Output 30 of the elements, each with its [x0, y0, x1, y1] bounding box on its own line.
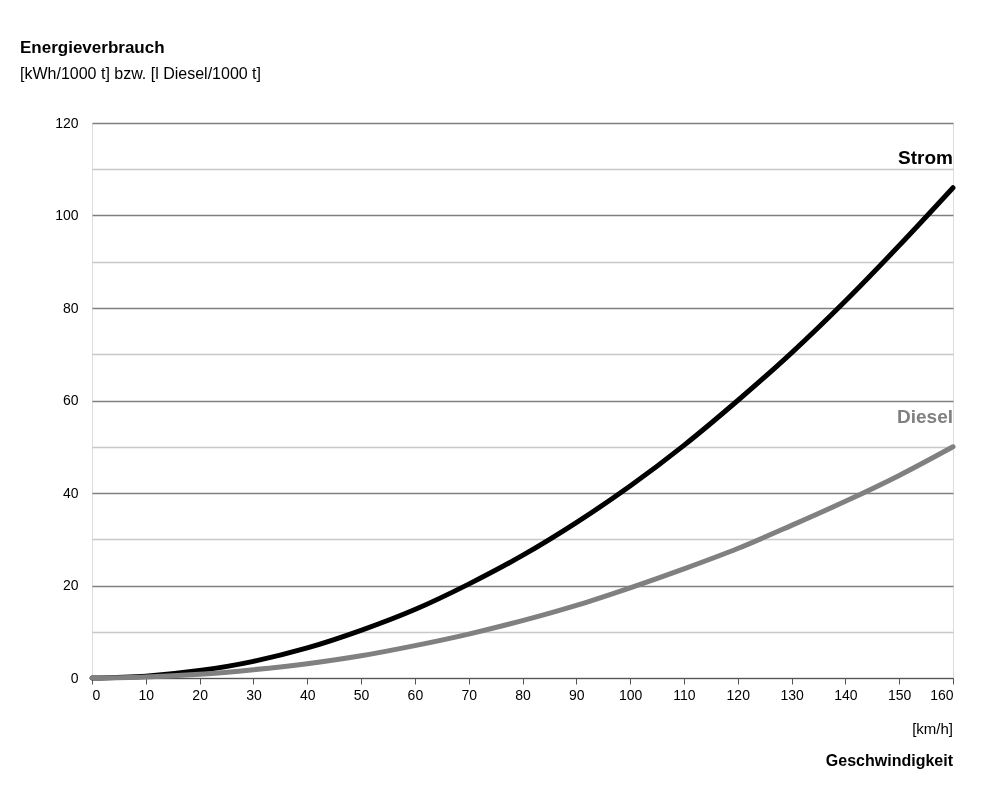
y-tick-label: 40 [62, 484, 79, 501]
x-tick-label: 80 [515, 686, 531, 703]
y-tick-label: 0 [70, 669, 79, 686]
x-tick-label: 60 [407, 686, 424, 703]
x-tick-label: 20 [192, 686, 209, 703]
x-tick-label: 0 [92, 686, 101, 703]
chart-subtitle: [kWh/1000 t] bzw. [l Diesel/1000 t] [20, 65, 262, 82]
x-tick-label: 110 [673, 686, 696, 703]
x-tick-label: 160 [930, 686, 954, 703]
x-tick-label: 70 [461, 686, 478, 703]
x-tick-label: 10 [138, 686, 155, 703]
x-tick-label: 50 [353, 686, 370, 703]
series-label: Diesel [897, 405, 953, 427]
x-tick-label: 130 [780, 686, 804, 703]
y-tick-label: 80 [62, 299, 79, 316]
text: [km/h] [912, 720, 953, 737]
x-axis-title: Geschwindigkeit [825, 752, 954, 769]
x-tick-label: 140 [834, 686, 858, 703]
x-tick-label: 90 [569, 686, 585, 703]
y-tick-label: 60 [62, 392, 79, 408]
chart-title: Energieverbrauch [20, 38, 165, 57]
y-tick-label: 120 [55, 114, 79, 131]
series-label: Strom [898, 146, 953, 168]
x-tick-label: 120 [726, 686, 751, 703]
x-tick-label: 40 [299, 686, 316, 703]
x-tick-label: 100 [618, 686, 643, 703]
y-tick-label: 20 [62, 577, 79, 593]
x-tick-label: 30 [246, 686, 262, 703]
y-tick-label: 100 [55, 207, 79, 223]
x-tick-label: 150 [888, 686, 912, 703]
